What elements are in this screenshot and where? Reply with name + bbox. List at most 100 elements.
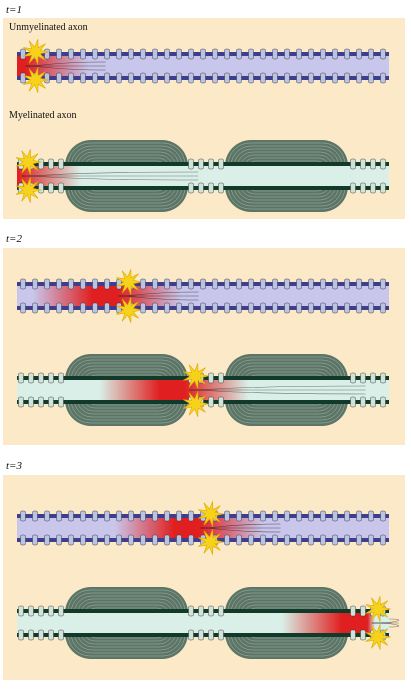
ion-channel: [208, 629, 214, 641]
ion-channel: [308, 278, 314, 290]
ion-channel: [48, 629, 54, 641]
ion-channel: [360, 182, 366, 194]
ion-channel: [380, 48, 386, 60]
ion-channel: [56, 302, 62, 314]
ion-channel: [188, 629, 194, 641]
unmyelinated-axon-t3: [17, 501, 389, 555]
ion-channel: [48, 396, 54, 408]
ion-channel: [164, 302, 170, 314]
ion-channel: [38, 158, 44, 170]
ion-channel: [48, 182, 54, 194]
ion-channel: [224, 278, 230, 290]
ion-channel: [116, 534, 122, 546]
ion-channel: [320, 510, 326, 522]
ion-channel: [104, 302, 110, 314]
ion-channel: [18, 372, 24, 384]
ion-channel: [80, 48, 86, 60]
myelinated-axon-t3: [17, 587, 400, 659]
ion-channel: [208, 605, 214, 617]
ion-channel: [140, 278, 146, 290]
ion-channel: [368, 302, 374, 314]
ion-channel: [218, 396, 224, 408]
ion-channel: [320, 278, 326, 290]
ion-channel: [356, 278, 362, 290]
ion-channel: [236, 534, 242, 546]
ion-channel: [56, 534, 62, 546]
ion-channel: [284, 510, 290, 522]
ion-channel: [320, 72, 326, 84]
ion-channel: [152, 48, 158, 60]
ion-channel: [332, 278, 338, 290]
current-line: [118, 295, 199, 301]
ion-channel: [260, 278, 266, 290]
ion-channel: [38, 182, 44, 194]
ion-channel: [44, 278, 50, 290]
ion-channel: [308, 72, 314, 84]
ion-channel: [344, 510, 350, 522]
time-label-t1: t=1: [6, 4, 22, 16]
ion-channel: [320, 48, 326, 60]
ion-channel: [284, 278, 290, 290]
ion-channel: [320, 302, 326, 314]
ion-channel: [380, 534, 386, 546]
ion-channel: [380, 72, 386, 84]
ion-channel: [370, 158, 376, 170]
ion-channel: [380, 182, 386, 194]
ion-channel: [128, 72, 134, 84]
ion-channel: [38, 605, 44, 617]
ion-channel: [212, 278, 218, 290]
panel-t3-diagram: [17, 501, 400, 659]
current-line: [189, 389, 366, 395]
action-potential-spark: [116, 297, 142, 323]
ion-channel: [380, 158, 386, 170]
ion-channel: [188, 48, 194, 60]
panel-t3: [3, 475, 405, 680]
ion-channel: [224, 510, 230, 522]
ion-channel: [332, 534, 338, 546]
ion-channel: [68, 534, 74, 546]
ion-channel: [56, 48, 62, 60]
ion-channel: [212, 302, 218, 314]
ion-channel: [368, 48, 374, 60]
ion-channel: [92, 278, 98, 290]
axoplasm: [17, 166, 389, 186]
current-line: [200, 527, 281, 533]
panel-t2: [3, 248, 405, 445]
ion-channel: [20, 278, 26, 290]
action-potential-spark: [15, 177, 42, 203]
ion-channel: [200, 302, 206, 314]
action-potential-spark: [23, 39, 49, 65]
ion-channel: [56, 278, 62, 290]
ion-channel: [38, 629, 44, 641]
ion-channel: [176, 302, 182, 314]
ion-channel: [236, 302, 242, 314]
ion-channel: [260, 48, 266, 60]
ion-channel: [176, 534, 182, 546]
ion-channel: [44, 302, 50, 314]
ion-channel: [164, 72, 170, 84]
ion-channel: [44, 534, 50, 546]
ion-channel: [380, 372, 386, 384]
ion-channel: [308, 302, 314, 314]
ion-channel: [32, 302, 38, 314]
ion-channel: [92, 302, 98, 314]
myelinated-axon-t2: [17, 354, 389, 426]
ion-channel: [218, 605, 224, 617]
ion-channel: [32, 534, 38, 546]
ion-channel: [344, 48, 350, 60]
ion-channel: [212, 72, 218, 84]
ion-channel: [164, 278, 170, 290]
ion-channel: [356, 302, 362, 314]
ion-channel: [18, 396, 24, 408]
ion-channel: [38, 396, 44, 408]
ion-channel: [128, 534, 134, 546]
ion-channel: [248, 72, 254, 84]
ion-channel: [128, 510, 134, 522]
ion-channel: [380, 396, 386, 408]
myelinated-axon-t1: [15, 140, 389, 212]
ion-channel: [140, 72, 146, 84]
ion-channel: [248, 278, 254, 290]
ion-channel: [176, 278, 182, 290]
ion-channel: [380, 302, 386, 314]
ion-channel: [224, 72, 230, 84]
